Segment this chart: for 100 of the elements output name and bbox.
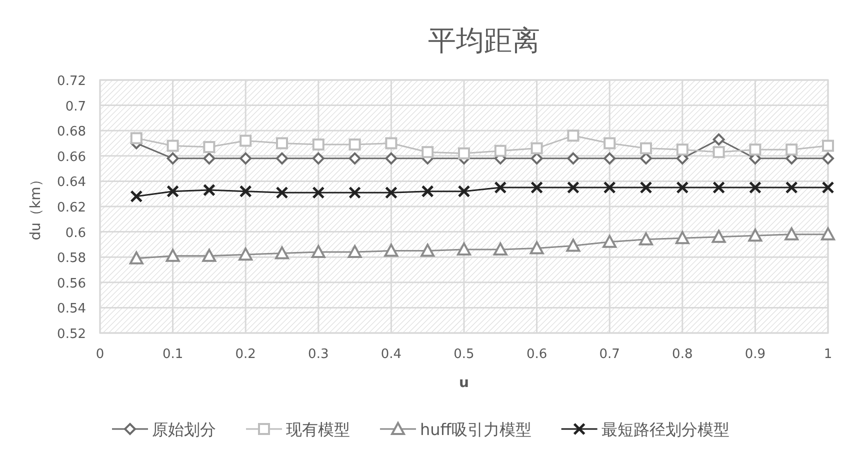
point	[748, 228, 762, 242]
point	[640, 142, 652, 154]
x-tick-label: 0.4	[380, 347, 402, 362]
x-tick-label: 0	[96, 347, 104, 362]
point	[384, 186, 398, 199]
point	[567, 152, 580, 164]
point	[712, 230, 726, 243]
x-tick-label: 1	[824, 347, 832, 362]
point	[203, 141, 216, 154]
y-tick-label: 0.62	[57, 200, 86, 216]
point	[276, 186, 288, 199]
point	[276, 137, 288, 150]
point	[785, 181, 798, 194]
x-tick-label: 0.2	[235, 347, 256, 362]
point	[530, 142, 543, 154]
point	[420, 244, 435, 257]
point	[602, 234, 617, 248]
point	[493, 242, 508, 256]
chart-title: 平均距离	[428, 24, 540, 57]
y-tick-label: 0.66	[57, 150, 86, 165]
point	[530, 241, 544, 254]
point	[567, 130, 580, 142]
point	[457, 242, 471, 256]
point	[312, 152, 324, 164]
point	[712, 181, 726, 194]
point	[640, 181, 652, 194]
point	[203, 152, 216, 164]
x-axis-title: u	[459, 375, 469, 391]
point	[312, 138, 324, 151]
y-tick-label: 0.72	[57, 74, 86, 89]
point	[604, 137, 616, 150]
point	[312, 186, 325, 199]
point	[675, 231, 690, 244]
point	[311, 245, 326, 258]
point	[385, 137, 398, 150]
point	[239, 185, 252, 198]
y-tick-label: 0.6	[65, 226, 86, 241]
point	[676, 144, 688, 156]
point	[712, 146, 725, 158]
legend-label: 原始划分	[152, 420, 216, 439]
point	[275, 246, 289, 260]
point	[676, 181, 689, 194]
point	[749, 144, 762, 156]
y-tick-label: 0.56	[57, 276, 86, 292]
y-tick-label: 0.64	[57, 175, 86, 190]
point	[786, 144, 798, 156]
point	[166, 185, 180, 198]
point	[822, 140, 834, 152]
point	[129, 251, 144, 264]
y-tick-label: 0.68	[57, 124, 86, 140]
point	[566, 181, 580, 194]
y-tick-label: 0.58	[57, 251, 86, 266]
x-tick-label: 0.8	[672, 347, 693, 362]
point	[603, 181, 616, 194]
point	[422, 146, 434, 158]
point	[712, 133, 725, 146]
point	[639, 232, 653, 246]
point	[202, 184, 216, 196]
x-tick-label: 0.1	[162, 347, 184, 362]
point	[822, 181, 834, 194]
x-tick-label: 0.3	[308, 347, 329, 362]
point	[822, 152, 834, 164]
y-tick-label: 0.54	[57, 302, 86, 317]
point	[494, 144, 506, 157]
point	[348, 138, 361, 151]
y-axis-title: du（km）	[28, 172, 44, 240]
point	[458, 185, 470, 198]
point	[166, 248, 180, 262]
point	[238, 248, 253, 261]
x-tick-label: 0.9	[744, 347, 766, 362]
point	[348, 245, 362, 258]
legend-label: huff吸引力模型	[420, 420, 532, 439]
point	[458, 147, 470, 160]
legend-label: 最短路径划分模型	[601, 420, 730, 439]
point	[276, 152, 288, 164]
point	[130, 132, 142, 144]
point	[385, 152, 398, 164]
point	[240, 152, 252, 164]
point	[566, 238, 580, 252]
point	[421, 185, 434, 198]
point	[348, 186, 362, 199]
point	[130, 190, 143, 203]
point	[748, 181, 762, 194]
x-tick-label: 0.6	[526, 347, 548, 362]
point	[166, 140, 179, 152]
point	[348, 152, 361, 164]
point	[384, 244, 398, 257]
legend-label: 现有模型	[286, 420, 350, 439]
point	[494, 181, 507, 194]
point	[202, 248, 216, 262]
point	[166, 152, 179, 164]
x-tick-label: 0.5	[454, 347, 474, 362]
point	[240, 134, 252, 147]
point	[784, 227, 799, 240]
point	[604, 152, 616, 164]
point	[821, 227, 835, 240]
point	[530, 181, 544, 194]
y-tick-label: 0.7	[65, 99, 86, 114]
x-tick-label: 0.7	[599, 347, 620, 362]
y-tick-label: 0.52	[57, 327, 86, 342]
